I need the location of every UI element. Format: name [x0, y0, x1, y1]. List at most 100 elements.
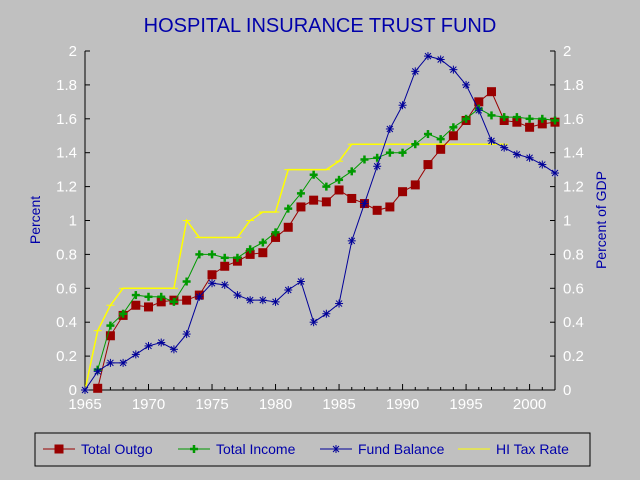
y-tick-label-right: 1.6 [563, 111, 584, 128]
fund-balance-point [385, 124, 394, 133]
x-tick-label: 1985 [322, 396, 355, 413]
y-tick-label-right: 2 [563, 43, 571, 60]
total-income-point [144, 292, 153, 301]
total-income-point [246, 245, 255, 254]
fund-balance-point [182, 330, 191, 339]
y-axis-label-left: Percent [27, 196, 43, 244]
x-tick-label: 1975 [195, 396, 228, 413]
total-income-point [347, 167, 356, 176]
total-income-point [462, 114, 471, 123]
total-outgo-point [372, 205, 382, 215]
x-tick-label: 1995 [449, 396, 482, 413]
x-tick-label: 1980 [259, 396, 292, 413]
x-tick-label: 1965 [68, 396, 101, 413]
total-outgo-point [321, 197, 331, 207]
fund-balance-point [81, 386, 89, 394]
fund-balance-point [347, 236, 356, 245]
total-outgo-point [207, 270, 217, 280]
fund-balance-point [169, 345, 178, 354]
y-tick-label-right: 1 [563, 213, 571, 230]
total-income-point [385, 148, 394, 157]
fund-balance-point [373, 162, 382, 171]
total-income-point [119, 309, 128, 318]
total-income-point [195, 250, 204, 259]
total-income-point [322, 182, 331, 191]
y-tick-label-left: 1 [69, 213, 77, 230]
fund-balance-point [487, 136, 496, 145]
total-outgo-point [144, 302, 154, 312]
y-tick-label-right: 0.2 [563, 348, 584, 365]
y-tick-label-left: 1.6 [56, 111, 77, 128]
fund-balance-point [474, 106, 483, 115]
total-income-point [131, 291, 140, 300]
legend-label-total-income: Total Income [216, 441, 296, 457]
total-outgo-point [486, 87, 496, 97]
total-income-point [525, 114, 534, 123]
total-income-point [106, 321, 115, 330]
legend-marker-total-outgo [54, 444, 64, 454]
total-outgo-point [220, 261, 230, 271]
total-income-point [423, 130, 432, 139]
total-outgo-point [423, 160, 433, 170]
fund-balance-point [398, 101, 407, 110]
y-tick-label-left: 0.8 [56, 246, 77, 263]
total-outgo-point [131, 300, 141, 310]
total-outgo-point [436, 144, 446, 154]
total-outgo-point [385, 202, 395, 212]
total-income-point [309, 170, 318, 179]
total-income-point [220, 253, 229, 262]
total-income-point [538, 114, 547, 123]
total-income-point [284, 204, 293, 213]
y-tick-label-right: 1.4 [563, 145, 584, 162]
total-outgo-point [347, 193, 357, 203]
total-income-point [271, 228, 280, 237]
fund-balance-point [195, 292, 204, 301]
total-income-point [398, 148, 407, 157]
total-income-point [182, 277, 191, 286]
y-tick-label-left: 0.4 [56, 314, 77, 331]
total-outgo-point [410, 180, 420, 190]
x-tick-label: 2000 [513, 396, 546, 413]
total-income-point [296, 189, 305, 198]
x-tick-label: 1970 [132, 396, 165, 413]
y-tick-label-right: 0.8 [563, 246, 584, 263]
hi-tax-rate-line [84, 143, 505, 391]
y-tick-label-right: 0 [563, 382, 571, 399]
y-tick-label-left: 1.4 [56, 145, 77, 162]
fund-balance-point [258, 296, 267, 305]
fund-balance-point [157, 338, 166, 347]
total-income-point [551, 116, 559, 125]
fund-balance-point [208, 279, 217, 288]
total-income-point [208, 250, 217, 259]
fund-balance-point [538, 160, 547, 169]
legend-marker-total-income [190, 445, 198, 453]
fund-balance-point [449, 65, 458, 74]
y-tick-label-right: 0.4 [563, 314, 584, 331]
total-outgo-point [296, 202, 306, 212]
total-outgo-point [448, 131, 458, 141]
y-tick-label-left: 2 [69, 43, 77, 60]
y-tick-label-left: 1.8 [56, 77, 77, 94]
y-tick-label-right: 1.2 [563, 179, 584, 196]
fund-balance-point [512, 150, 521, 159]
total-income-point [157, 292, 166, 301]
legend-box [34, 432, 591, 467]
total-income-point [335, 175, 344, 184]
fund-balance-point [246, 296, 255, 305]
fund-balance-point [322, 309, 331, 318]
fund-balance-point [436, 55, 445, 64]
total-outgo-point [182, 295, 192, 305]
total-income-point [500, 113, 509, 122]
fund-balance-point [423, 52, 432, 61]
fund-balance-point [220, 280, 229, 289]
total-outgo-point [334, 185, 344, 195]
total-outgo-line [97, 90, 556, 389]
total-outgo-point [525, 122, 535, 132]
y-tick-label-left: 0.6 [56, 280, 77, 297]
fund-balance-point [360, 199, 369, 208]
fund-balance-line [84, 55, 556, 391]
fund-balance-point [119, 358, 128, 367]
y-tick-label-right: 1.8 [563, 77, 584, 94]
